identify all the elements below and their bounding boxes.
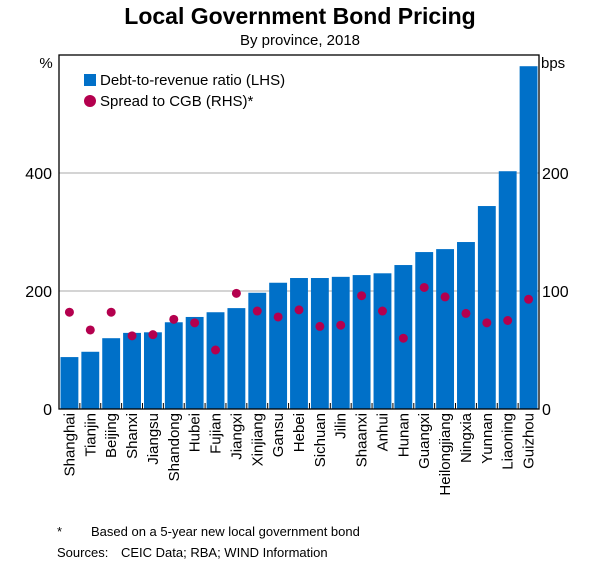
- x-tick-label: Jilin: [333, 413, 350, 439]
- bar: [143, 332, 162, 409]
- bar: [436, 249, 455, 409]
- bar: [248, 292, 267, 409]
- bar: [123, 332, 141, 409]
- scatter-point: [503, 316, 513, 325]
- x-tick-label: Guizhou: [521, 413, 538, 469]
- scatter-point: [524, 294, 534, 304]
- bar: [519, 66, 538, 410]
- right-axis-labels: 0 100 200: [542, 166, 569, 419]
- scatter-point: [211, 345, 221, 355]
- left-tick-label: 400: [25, 166, 52, 183]
- scatter-point: [273, 312, 283, 322]
- x-tick-label: Shaanxi: [354, 413, 371, 467]
- legend-dot-swatch: [84, 95, 96, 107]
- bar: [310, 278, 329, 409]
- x-tick-label: Fujian: [208, 413, 225, 454]
- scatter-point: [148, 330, 158, 340]
- bar: [498, 171, 517, 409]
- right-tick-label: 0: [542, 402, 551, 419]
- bar: [206, 312, 225, 409]
- left-tick-label: 200: [25, 284, 52, 301]
- chart-title: Local Government Bond Pricing: [124, 3, 476, 29]
- bar: [81, 351, 100, 409]
- bar: [269, 282, 288, 409]
- left-tick-label: 0: [43, 402, 52, 419]
- footnote-marker: *: [57, 524, 63, 539]
- bar: [102, 338, 121, 409]
- x-tick-label: Hubei: [187, 413, 204, 452]
- x-tick-label: Jiangsu: [145, 413, 162, 465]
- x-tick-label: Gansu: [270, 413, 287, 457]
- left-axis-labels: 0 200 400: [25, 166, 52, 419]
- x-tick-label: Yunnan: [479, 413, 496, 464]
- scatter-point: [294, 305, 304, 315]
- right-tick-label: 200: [542, 166, 569, 183]
- bar: [477, 206, 496, 409]
- chart-subtitle: By province, 2018: [239, 32, 361, 49]
- x-tick-label: Anhui: [374, 413, 391, 451]
- x-tick-label: Shanghai: [61, 413, 78, 476]
- bar: [331, 276, 350, 409]
- scatter-point: [482, 318, 492, 328]
- x-tick-label: Heilongjiang: [437, 413, 454, 496]
- legend-bar-swatch: [84, 74, 96, 86]
- x-tick-label: Shandong: [166, 413, 183, 481]
- scatter-point: [252, 306, 262, 316]
- scatter-point: [377, 306, 387, 316]
- scatter-point: [85, 325, 95, 335]
- x-tick-label: Ningxia: [458, 412, 475, 463]
- x-tick-label: Liaoning: [500, 413, 517, 470]
- bar: [415, 252, 434, 409]
- x-tick-label: Shanxi: [124, 413, 141, 459]
- plot-frame: [58, 54, 540, 410]
- bar: [373, 273, 392, 409]
- left-axis-unit: %: [39, 55, 52, 72]
- bar: [60, 357, 79, 409]
- legend-dot-label: Spread to CGB (RHS)*: [100, 93, 254, 110]
- scatter-point: [315, 321, 325, 331]
- scatter-point: [231, 288, 241, 298]
- scatter-point: [127, 331, 137, 341]
- bar: [457, 242, 475, 409]
- x-tick-label: Sichuan: [312, 413, 329, 467]
- scatter-point: [106, 307, 116, 317]
- bar-series: [60, 66, 538, 410]
- scatter-point: [357, 291, 367, 301]
- right-tick-label: 100: [542, 284, 569, 301]
- bar: [185, 316, 204, 409]
- sources-text: CEIC Data; RBA; WIND Information: [121, 545, 328, 560]
- scatter-point: [190, 318, 200, 328]
- x-tick-label: Hunan: [395, 413, 412, 457]
- x-tick-label: Beijing: [103, 413, 120, 458]
- x-tick-label: Guangxi: [416, 413, 433, 469]
- scatter-point: [64, 307, 74, 317]
- sources-label: Sources:: [57, 545, 109, 560]
- legend-bar-label: Debt-to-revenue ratio (LHS): [100, 72, 285, 89]
- x-tick-label: Tianjin: [82, 413, 99, 457]
- right-axis-unit: bps: [541, 55, 565, 72]
- scatter-point: [398, 333, 408, 343]
- footnote-text: Based on a 5-year new local government b…: [91, 524, 360, 539]
- x-tick-label: Hebei: [291, 413, 308, 452]
- scatter-point: [440, 292, 450, 302]
- x-ticks: [79, 403, 519, 409]
- scatter-point: [169, 314, 179, 324]
- x-tick-label: Xinjiang: [249, 413, 266, 466]
- x-tick-label: Jiangxi: [228, 413, 245, 460]
- scatter-point: [419, 282, 429, 292]
- legend: Debt-to-revenue ratio (LHS) Spread to CG…: [84, 72, 285, 110]
- scatter-point: [461, 308, 471, 318]
- scatter-point: [336, 320, 346, 330]
- bar: [164, 322, 183, 409]
- x-tick-labels: Shanghai Tianjin Beijing Shanxi Jiangsu Shand…: [61, 412, 537, 495]
- bar: [227, 308, 246, 409]
- scatter-series: [64, 282, 534, 355]
- bar: [290, 278, 308, 409]
- bar: [352, 275, 371, 409]
